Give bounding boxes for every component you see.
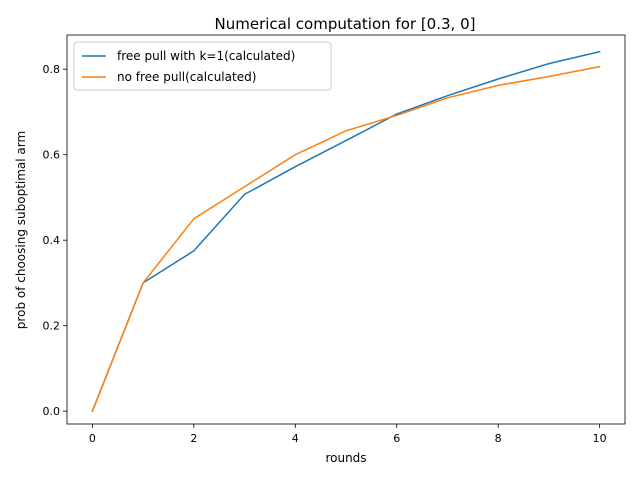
x-axis-ticks: 0 2 4 6 8 10 <box>89 424 607 445</box>
y-tick-label: 0.6 <box>43 149 61 162</box>
x-tick-label: 0 <box>89 432 96 445</box>
series-lines <box>91 50 601 413</box>
plot-frame <box>66 34 626 425</box>
y-axis-ticks: 0.0 0.2 0.4 0.6 0.8 <box>43 63 67 418</box>
legend-label-free-pull: free pull with k=1(calculated) <box>117 49 295 63</box>
plot-area <box>67 35 625 424</box>
series-line-free-pull <box>91 50 601 413</box>
series-line-no-free-pull <box>91 65 601 413</box>
x-tick-label: 4 <box>292 432 299 445</box>
y-tick-label: 0.8 <box>43 63 61 76</box>
legend-label-no-free-pull: no free pull(calculated) <box>117 70 256 84</box>
x-tick-label: 2 <box>190 432 197 445</box>
x-tick-label: 10 <box>593 432 607 445</box>
y-tick-label: 0.0 <box>43 405 61 418</box>
legend-box <box>73 41 332 91</box>
x-tick-label: 8 <box>495 432 502 445</box>
y-axis-label: prob of choosing suboptimal arm <box>14 131 28 329</box>
chart-title: Numerical computation for [0.3, 0] <box>215 15 476 33</box>
y-tick-label: 0.4 <box>43 234 61 247</box>
y-tick-label: 0.2 <box>43 320 61 333</box>
x-tick-label: 6 <box>393 432 400 445</box>
legend: free pull with k=1(calculated) no free p… <box>73 41 332 91</box>
x-axis-label: rounds <box>325 451 366 465</box>
